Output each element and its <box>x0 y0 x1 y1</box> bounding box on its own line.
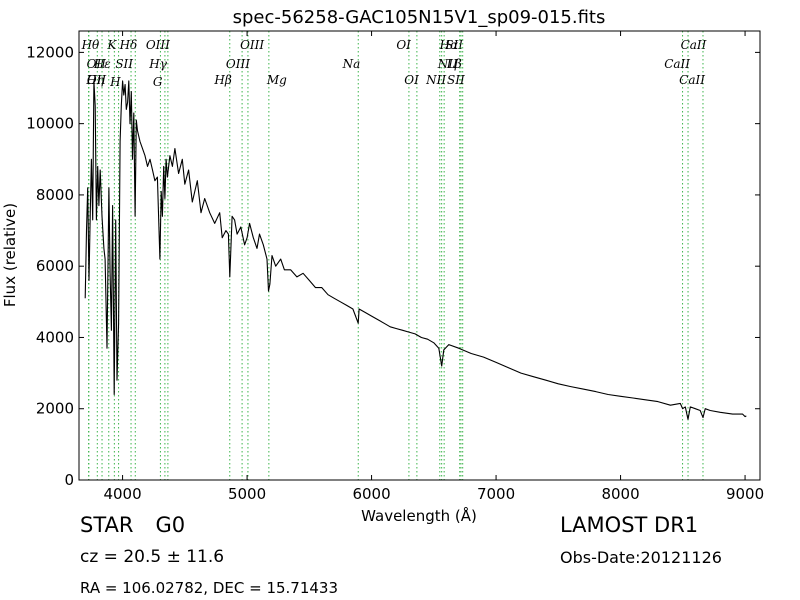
spectral-line-label: Hα <box>439 38 459 52</box>
spectral-line-label: SII <box>115 57 133 71</box>
spectral-line-label: CaII <box>664 57 690 71</box>
spectral-line-label: OIII <box>146 38 170 52</box>
x-tick-label: 8000 <box>601 485 639 503</box>
spectral-line-label: OIII <box>226 57 250 71</box>
spectral-line-label: G <box>153 75 163 89</box>
chart-title: spec-56258-GAC105N15V1_sp09-015.fits <box>233 7 606 28</box>
y-tick-label: 2000 <box>36 400 74 418</box>
spectral-line-label: NII <box>425 73 446 87</box>
x-tick-label: 7000 <box>477 485 515 503</box>
spectral-line-label: Hβ <box>213 73 231 87</box>
survey-label: LAMOST DR1 <box>560 513 699 537</box>
spectral-line-label: Hη <box>85 73 104 87</box>
spectral-line-label: OII <box>87 57 107 71</box>
spectral-line-label: H <box>109 75 121 89</box>
spectral-line-label: OI <box>404 73 419 87</box>
y-tick-label: 4000 <box>36 328 74 346</box>
x-tick-label: 6000 <box>352 485 390 503</box>
spectrum-line-series-0 <box>84 80 747 420</box>
object-classification: STAR G0 <box>80 513 185 537</box>
x-tick-label: 4000 <box>103 485 141 503</box>
spectral-line-label: OI <box>396 38 411 52</box>
spectral-line-label: NII <box>437 57 458 71</box>
y-tick-label: 12000 <box>26 43 74 61</box>
spectral-line-label: CaII <box>681 38 707 52</box>
object-class: STAR <box>80 513 134 537</box>
observation-date: Obs-Date:20121126 <box>560 548 722 567</box>
spectral-line-label: SII <box>447 73 465 87</box>
y-tick-label: 10000 <box>26 115 74 133</box>
spectral-line-label: CaII <box>679 73 705 87</box>
spectral-line-label: OIII <box>240 38 264 52</box>
plot-frame <box>78 30 761 481</box>
spectrum-series <box>84 80 747 420</box>
spectral-line-label: Hγ <box>148 57 167 71</box>
axis-ticks: 4000 5000 6000 7000 8000 9000 0 2000 4000 6000 800… <box>26 31 764 503</box>
spectral-line-label: Hθ <box>81 38 100 52</box>
spectral-line-label: K <box>106 38 117 52</box>
redshift-value: cz = 20.5 ± 11.6 <box>80 547 225 567</box>
x-axis-label: Wavelength (Å) <box>361 506 477 525</box>
y-axis-label: Flux (relative) <box>1 203 19 307</box>
y-tick-label: 6000 <box>36 257 74 275</box>
x-tick-label: 5000 <box>228 485 266 503</box>
y-tick-label: 8000 <box>36 186 74 204</box>
coordinates: RA = 106.02782, DEC = 15.71433 <box>80 579 339 597</box>
spectral-line-label: Na <box>342 57 361 71</box>
y-tick-label: 0 <box>64 471 74 489</box>
spectral-line-label: Mg <box>266 73 287 87</box>
spectral-line-label: Lβ <box>446 57 462 71</box>
object-subclass: G0 <box>155 513 186 537</box>
spectral-line-label: Hδ <box>119 38 138 52</box>
spectral-line-label: OII <box>87 73 107 87</box>
x-tick-label: 9000 <box>726 485 764 503</box>
spectral-line-label: SII <box>445 38 463 52</box>
